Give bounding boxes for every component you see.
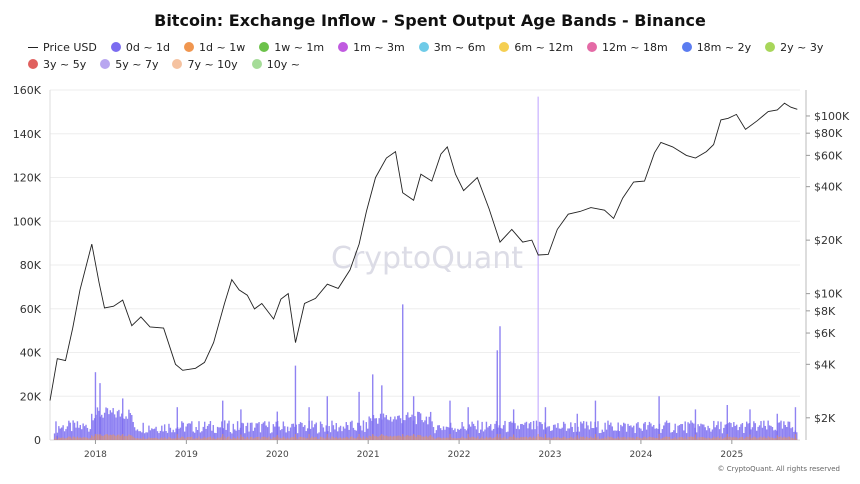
- dot-marker-icon: [765, 42, 776, 52]
- x-tick-label: 2018: [84, 450, 107, 460]
- x-tick-label: 2025: [720, 450, 743, 460]
- right-tick-label: $2K: [814, 412, 836, 425]
- legend-label: 10y ~: [266, 57, 300, 71]
- x-tick-label: 2022: [448, 450, 471, 460]
- left-tick-label: 100K: [13, 215, 42, 228]
- legend-item[interactable]: 1m ~ 3m: [338, 40, 405, 54]
- legend-label: 2y ~ 3y: [780, 40, 824, 54]
- dot-marker-icon: [28, 59, 38, 69]
- left-tick-label: 0: [34, 434, 41, 447]
- dot-marker-icon: [338, 42, 349, 52]
- left-tick-label: 160K: [13, 84, 42, 97]
- legend-item[interactable]: 12m ~ 18m: [587, 40, 668, 54]
- right-tick-label: $80K: [814, 127, 843, 140]
- legend-label: 5y ~ 7y: [115, 57, 159, 71]
- legend-item[interactable]: 6m ~ 12m: [499, 40, 573, 54]
- price-usd-line: [49, 102, 798, 401]
- legend-item[interactable]: 10y ~: [251, 57, 300, 71]
- left-tick-label: 60K: [20, 303, 42, 316]
- inflow-bars: [53, 96, 798, 440]
- right-tick-label: $6K: [814, 327, 836, 340]
- left-tick-label: 140K: [13, 128, 42, 141]
- legend-item[interactable]: 3y ~ 5y: [28, 57, 86, 71]
- legend-item[interactable]: Price USD: [28, 40, 97, 54]
- left-tick-label: 80K: [20, 259, 42, 272]
- dot-marker-icon: [251, 59, 262, 69]
- left-tick-label: 120K: [13, 172, 42, 185]
- legend-item[interactable]: 5y ~ 7y: [100, 57, 158, 71]
- x-axis: 2018 2019 2020 2021 2022 2023 2024 2025: [84, 440, 743, 460]
- dot-marker-icon: [499, 42, 510, 52]
- line-marker-icon: [28, 46, 38, 48]
- legend-item[interactable]: 1d ~ 1w: [184, 40, 245, 54]
- legend-label: Price USD: [43, 40, 97, 54]
- legend-label: 3m ~ 6m: [433, 40, 486, 54]
- left-tick-label: 40K: [20, 347, 42, 360]
- dot-marker-icon: [587, 42, 598, 52]
- legend-label: 12m ~ 18m: [602, 40, 668, 54]
- left-tick-label: 20K: [20, 390, 42, 403]
- legend-label: 18m ~ 2y: [696, 40, 752, 54]
- right-tick-label: $100K: [814, 110, 850, 123]
- chart-title: Bitcoin: Exchange Inflow - Spent Output …: [154, 11, 706, 30]
- dot-marker-icon: [259, 42, 270, 52]
- x-tick-label: 2020: [266, 450, 289, 460]
- right-tick-label: $8K: [814, 305, 836, 318]
- dot-marker-icon: [100, 59, 111, 69]
- left-axis: 0 20K 40K 60K 80K 100K 120K 140K 160K: [13, 84, 42, 447]
- dot-marker-icon: [184, 42, 195, 52]
- legend-item[interactable]: 18m ~ 2y: [681, 40, 752, 54]
- dot-marker-icon: [418, 42, 429, 52]
- legend-item[interactable]: 0d ~ 1d: [110, 40, 171, 54]
- right-tick-label: $20K: [814, 234, 843, 247]
- legend-label: 1d ~ 1w: [199, 40, 246, 54]
- right-tick-label: $60K: [814, 149, 843, 162]
- right-tick-label: $40K: [814, 181, 843, 194]
- legend-item[interactable]: 1w ~ 1m: [259, 40, 324, 54]
- right-tick-label: $10K: [814, 288, 843, 301]
- dot-marker-icon: [110, 42, 121, 52]
- legend-label: 6m ~ 12m: [514, 40, 574, 54]
- copyright-credit: © CryptoQuant. All rights reserved: [717, 465, 840, 473]
- legend: Price USD 0d ~ 1d 1d ~ 1w 1w ~ 1m 1m ~ 3m 3m …: [28, 40, 848, 71]
- right-axis: $2K $4K $6K $8K $10K $20K $40K $60K $80K $100K: [806, 110, 850, 425]
- legend-item[interactable]: 2y ~ 3y: [765, 40, 823, 54]
- legend-label: 7y ~ 10y: [187, 57, 238, 71]
- dot-marker-icon: [681, 42, 692, 52]
- legend-item[interactable]: 3m ~ 6m: [418, 40, 486, 54]
- legend-label: 0d ~ 1d: [125, 40, 171, 54]
- dot-marker-icon: [172, 59, 183, 69]
- legend-label: 1m ~ 3m: [353, 40, 405, 54]
- x-tick-label: 2021: [357, 450, 380, 460]
- price-line: [49, 102, 798, 401]
- legend-item[interactable]: 7y ~ 10y: [172, 57, 238, 71]
- x-tick-label: 2023: [539, 450, 562, 460]
- x-tick-label: 2024: [629, 450, 652, 460]
- legend-label: 1w ~ 1m: [274, 40, 325, 54]
- right-tick-label: $4K: [814, 358, 836, 371]
- legend-label: 3y ~ 5y: [43, 57, 87, 71]
- x-tick-label: 2019: [175, 450, 198, 460]
- watermark: CryptoQuant: [331, 241, 523, 276]
